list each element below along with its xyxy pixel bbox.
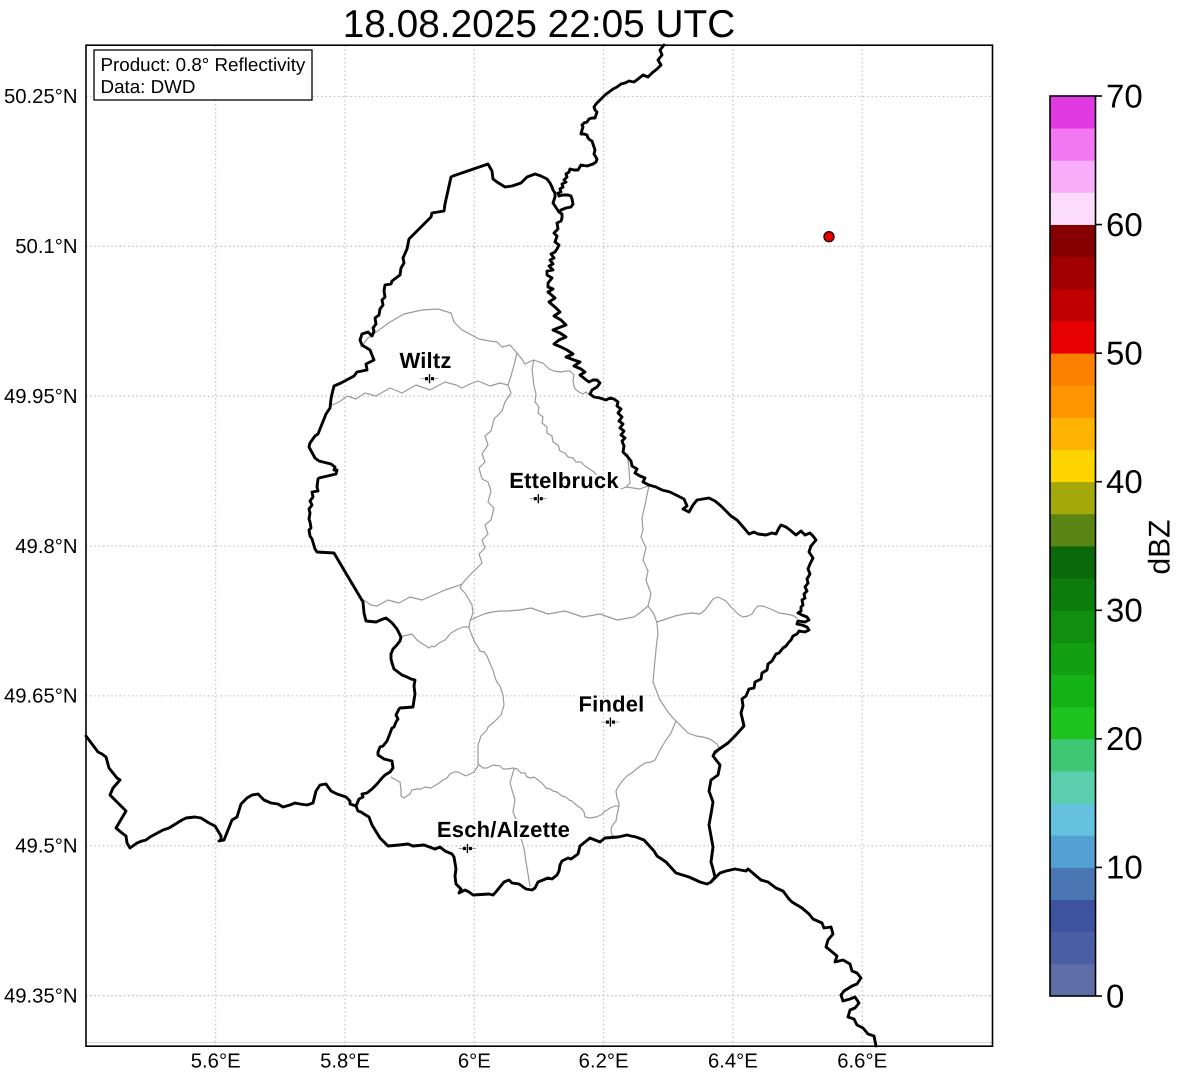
svg-text:5.8°E: 5.8°E: [320, 1051, 370, 1073]
svg-text:49.5°N: 49.5°N: [15, 836, 77, 858]
svg-text:49.8°N: 49.8°N: [15, 536, 77, 558]
svg-text:Product: 0.8° Reflectivity: Product: 0.8° Reflectivity: [101, 54, 306, 75]
svg-text:70: 70: [1106, 77, 1143, 114]
svg-text:18.08.2025 22:05 UTC: 18.08.2025 22:05 UTC: [343, 3, 736, 46]
svg-text:Ettelbruck: Ettelbruck: [509, 468, 619, 493]
svg-text:50.25°N: 50.25°N: [4, 86, 78, 108]
svg-text:49.65°N: 49.65°N: [4, 686, 78, 708]
svg-text:6.6°E: 6.6°E: [837, 1051, 887, 1073]
svg-text:40: 40: [1106, 463, 1143, 500]
svg-text:dBZ: dBZ: [1144, 519, 1177, 574]
svg-text:50: 50: [1106, 334, 1143, 371]
svg-text:30: 30: [1106, 592, 1143, 629]
svg-text:6°E: 6°E: [458, 1051, 491, 1073]
svg-text:49.35°N: 49.35°N: [4, 986, 78, 1008]
svg-text:0: 0: [1106, 977, 1124, 1014]
svg-text:49.95°N: 49.95°N: [4, 386, 78, 408]
svg-text:Data: DWD: Data: DWD: [101, 76, 196, 97]
svg-text:5.6°E: 5.6°E: [191, 1051, 241, 1073]
svg-text:6.4°E: 6.4°E: [708, 1051, 758, 1073]
svg-text:Esch/Alzette: Esch/Alzette: [437, 817, 570, 842]
svg-text:20: 20: [1106, 720, 1143, 757]
svg-text:60: 60: [1106, 206, 1143, 243]
svg-text:6.2°E: 6.2°E: [579, 1051, 629, 1073]
svg-text:Wiltz: Wiltz: [399, 348, 451, 373]
svg-text:10: 10: [1106, 849, 1143, 886]
svg-text:50.1°N: 50.1°N: [15, 236, 77, 258]
svg-text:Findel: Findel: [579, 691, 645, 716]
